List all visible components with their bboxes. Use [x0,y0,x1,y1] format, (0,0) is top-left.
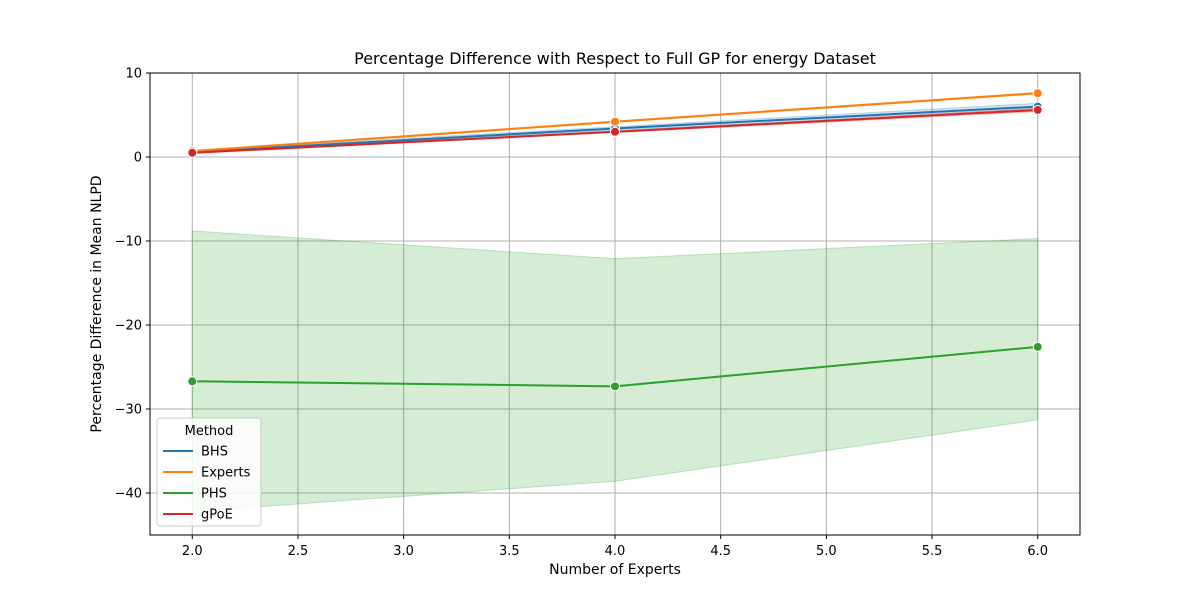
y-tick-label: 0 [134,151,142,166]
series-points [187,88,1043,392]
point-experts [610,116,620,127]
point-experts [1032,88,1043,99]
point-phs [1032,341,1043,352]
point-gpoe [187,147,198,158]
y-tick-label: −10 [115,235,142,250]
y-axis-title: Percentage Difference in Mean NLPD [89,175,105,432]
legend-label-bhs: BHS [201,445,228,460]
x-tick-label: 3.5 [499,544,520,559]
x-axis-ticks: 2.0 2.5 3.0 3.5 4.0 4.5 5.0 5.5 6.0 [182,535,1048,559]
legend-label-experts: Experts [201,466,251,481]
y-tick-label: −40 [115,487,142,502]
legend: Method BHS Experts PHS gPoE [156,417,262,527]
x-tick-label: 3.0 [393,544,414,559]
legend-label-phs: PHS [201,487,227,502]
y-axis-ticks: −40 −30 −20 −10 0 10 [115,67,150,502]
x-tick-label: 6.0 [1027,544,1048,559]
legend-box [156,417,262,527]
point-phs [610,381,620,392]
x-tick-label: 2.0 [182,544,203,559]
x-tick-label: 4.5 [710,544,731,559]
chart-title: Percentage Difference with Respect to Fu… [354,49,876,68]
x-tick-label: 4.0 [605,544,626,559]
x-axis-title: Number of Experts [549,562,681,578]
x-tick-label: 2.5 [288,544,309,559]
y-tick-label: −20 [115,319,142,334]
legend-items: BHS Experts PHS gPoE [163,445,251,523]
point-gpoe [610,126,620,137]
x-tick-label: 5.0 [816,544,837,559]
point-phs [187,376,198,387]
point-gpoe [1032,104,1043,115]
x-tick-label: 5.5 [922,544,943,559]
legend-title: Method [185,424,234,439]
y-tick-label: −30 [115,403,142,418]
y-tick-label: 10 [125,67,142,82]
legend-label-gpoe: gPoE [201,508,233,523]
